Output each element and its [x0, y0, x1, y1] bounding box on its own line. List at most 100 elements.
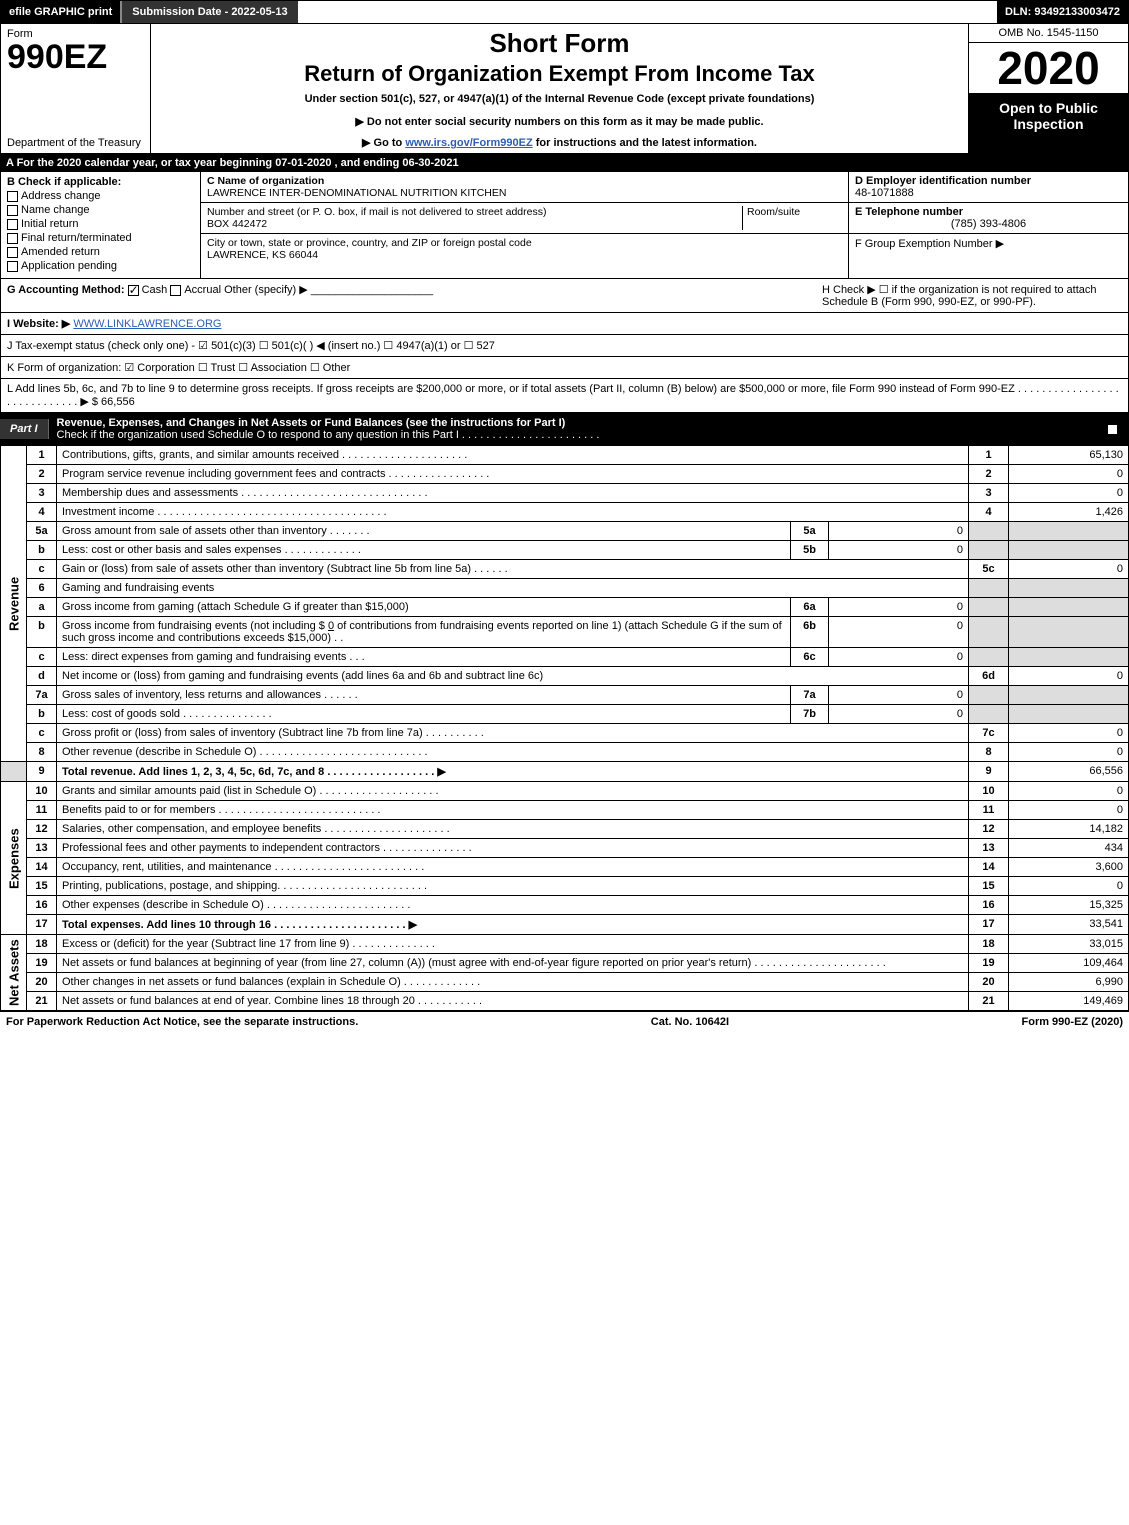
- table-row: bLess: cost of goods sold . . . . . . . …: [1, 705, 1129, 724]
- section-b-right: D Employer identification number 48-1071…: [848, 172, 1128, 278]
- section-a-bar: A For the 2020 calendar year, or tax yea…: [0, 154, 1129, 172]
- department-label: Department of the Treasury: [7, 137, 144, 149]
- check-cash[interactable]: [128, 285, 139, 296]
- org-name: LAWRENCE INTER-DENOMINATIONAL NUTRITION …: [207, 187, 842, 199]
- line-l: L Add lines 5b, 6c, and 7b to line 9 to …: [0, 379, 1129, 413]
- table-row: 13Professional fees and other payments t…: [1, 839, 1129, 858]
- table-row: 21Net assets or fund balances at end of …: [1, 992, 1129, 1011]
- efile-print-label[interactable]: efile GRAPHIC print: [1, 1, 120, 23]
- header-center: Short Form Return of Organization Exempt…: [151, 24, 968, 153]
- d-label: D Employer identification number: [855, 175, 1122, 187]
- part1-tag: Part I: [0, 419, 49, 439]
- room-suite-label: Room/suite: [742, 206, 842, 230]
- footer-center: Cat. No. 10642I: [651, 1016, 729, 1028]
- check-accrual[interactable]: [170, 285, 181, 296]
- table-row: 17Total expenses. Add lines 10 through 1…: [1, 915, 1129, 935]
- org-name-row: C Name of organization LAWRENCE INTER-DE…: [201, 172, 848, 203]
- footer-right: Form 990-EZ (2020): [1022, 1016, 1123, 1028]
- section-b-center: C Name of organization LAWRENCE INTER-DE…: [201, 172, 848, 278]
- check-address-change[interactable]: Address change: [7, 190, 194, 202]
- short-form-title: Short Form: [161, 28, 958, 59]
- table-row: 5aGross amount from sale of assets other…: [1, 522, 1129, 541]
- dln-label: DLN: 93492133003472: [997, 1, 1128, 23]
- table-row: aGross income from gaming (attach Schedu…: [1, 598, 1129, 617]
- part1-sub: Check if the organization used Schedule …: [57, 429, 600, 441]
- section-b: B Check if applicable: Address change Na…: [0, 172, 1129, 279]
- website-link[interactable]: WWW.LINKLAWRENCE.ORG: [73, 318, 221, 330]
- header-left: Form 990EZ Department of the Treasury: [1, 24, 151, 153]
- top-bar: efile GRAPHIC print Submission Date - 20…: [0, 0, 1129, 24]
- street-label: Number and street (or P. O. box, if mail…: [207, 206, 742, 218]
- check-application-pending[interactable]: Application pending: [7, 260, 194, 272]
- footer-left: For Paperwork Reduction Act Notice, see …: [6, 1016, 358, 1028]
- table-row: bGross income from fundraising events (n…: [1, 617, 1129, 648]
- revenue-side-label: Revenue: [1, 446, 27, 762]
- line-j: J Tax-exempt status (check only one) - ☑…: [0, 335, 1129, 357]
- open-to-public-label: Open to Public Inspection: [969, 94, 1128, 153]
- omb-number: OMB No. 1545-1150: [969, 24, 1128, 43]
- table-row: 11Benefits paid to or for members . . . …: [1, 801, 1129, 820]
- city-row: City or town, state or province, country…: [201, 234, 848, 264]
- page-footer: For Paperwork Reduction Act Notice, see …: [0, 1011, 1129, 1032]
- line-g: G Accounting Method: Cash Accrual Other …: [0, 279, 1129, 313]
- check-final-return[interactable]: Final return/terminated: [7, 232, 194, 244]
- line-k: K Form of organization: ☑ Corporation ☐ …: [0, 357, 1129, 379]
- expenses-side-label: Expenses: [1, 782, 27, 935]
- table-row: 7aGross sales of inventory, less returns…: [1, 686, 1129, 705]
- form-number: 990EZ: [7, 40, 144, 74]
- b-check-label: B Check if applicable:: [7, 176, 194, 188]
- table-row: 3Membership dues and assessments . . . .…: [1, 484, 1129, 503]
- table-row: cLess: direct expenses from gaming and f…: [1, 648, 1129, 667]
- table-row: 4Investment income . . . . . . . . . . .…: [1, 503, 1129, 522]
- table-row: cGain or (loss) from sale of assets othe…: [1, 560, 1129, 579]
- section-b-left: B Check if applicable: Address change Na…: [1, 172, 201, 278]
- under-section-text: Under section 501(c), 527, or 4947(a)(1)…: [161, 93, 958, 105]
- irs-link[interactable]: www.irs.gov/Form990EZ: [405, 137, 532, 149]
- table-row: 16Other expenses (describe in Schedule O…: [1, 896, 1129, 915]
- f-label: F Group Exemption Number ▶: [855, 237, 1122, 250]
- table-row: 19Net assets or fund balances at beginni…: [1, 954, 1129, 973]
- city-value: LAWRENCE, KS 66044: [207, 249, 532, 261]
- table-row: 8Other revenue (describe in Schedule O) …: [1, 743, 1129, 762]
- i-label: I Website: ▶: [7, 318, 70, 330]
- street-row: Number and street (or P. O. box, if mail…: [201, 203, 848, 234]
- ein-value: 48-1071888: [855, 187, 1122, 199]
- table-row: Revenue 1 Contributions, gifts, grants, …: [1, 446, 1129, 465]
- return-title: Return of Organization Exempt From Incom…: [161, 61, 958, 87]
- check-initial-return[interactable]: Initial return: [7, 218, 194, 230]
- header-right: OMB No. 1545-1150 2020 Open to Public In…: [968, 24, 1128, 153]
- table-row: 6Gaming and fundraising events: [1, 579, 1129, 598]
- no-ssn-text: ▶ Do not enter social security numbers o…: [161, 115, 958, 128]
- street-value: BOX 442472: [207, 218, 742, 230]
- table-row: 14Occupancy, rent, utilities, and mainte…: [1, 858, 1129, 877]
- table-row: dNet income or (loss) from gaming and fu…: [1, 667, 1129, 686]
- table-row: cGross profit or (loss) from sales of in…: [1, 724, 1129, 743]
- table-row: Net Assets 18Excess or (deficit) for the…: [1, 935, 1129, 954]
- line-i: I Website: ▶ WWW.LINKLAWRENCE.ORG: [0, 313, 1129, 335]
- goto-text: ▶ Go to www.irs.gov/Form990EZ for instru…: [161, 136, 958, 149]
- net-assets-side-label: Net Assets: [1, 935, 27, 1011]
- part1-checkbox[interactable]: [1107, 424, 1118, 435]
- part1-table: Revenue 1 Contributions, gifts, grants, …: [0, 445, 1129, 1011]
- tax-year: 2020: [969, 43, 1128, 94]
- table-row: 9Total revenue. Add lines 1, 2, 3, 4, 5c…: [1, 762, 1129, 782]
- table-row: Expenses 10Grants and similar amounts pa…: [1, 782, 1129, 801]
- c-label: C Name of organization: [207, 175, 842, 187]
- part1-header: Part I Revenue, Expenses, and Changes in…: [0, 413, 1129, 445]
- group-exemption-row: F Group Exemption Number ▶: [849, 234, 1128, 253]
- phone-value: (785) 393-4806: [855, 218, 1122, 230]
- part1-title: Revenue, Expenses, and Changes in Net As…: [57, 417, 566, 429]
- ein-row: D Employer identification number 48-1071…: [849, 172, 1128, 203]
- table-row: 12Salaries, other compensation, and empl…: [1, 820, 1129, 839]
- line-h: H Check ▶ ☐ if the organization is not r…: [822, 283, 1122, 308]
- table-row: 15Printing, publications, postage, and s…: [1, 877, 1129, 896]
- table-row: 20Other changes in net assets or fund ba…: [1, 973, 1129, 992]
- check-name-change[interactable]: Name change: [7, 204, 194, 216]
- check-amended-return[interactable]: Amended return: [7, 246, 194, 258]
- submission-date-label: Submission Date - 2022-05-13: [120, 1, 297, 23]
- g-label: G Accounting Method:: [7, 284, 125, 296]
- table-row: bLess: cost or other basis and sales exp…: [1, 541, 1129, 560]
- form-header: Form 990EZ Department of the Treasury Sh…: [0, 24, 1129, 154]
- phone-row: E Telephone number (785) 393-4806: [849, 203, 1128, 234]
- table-row: 2Program service revenue including gover…: [1, 465, 1129, 484]
